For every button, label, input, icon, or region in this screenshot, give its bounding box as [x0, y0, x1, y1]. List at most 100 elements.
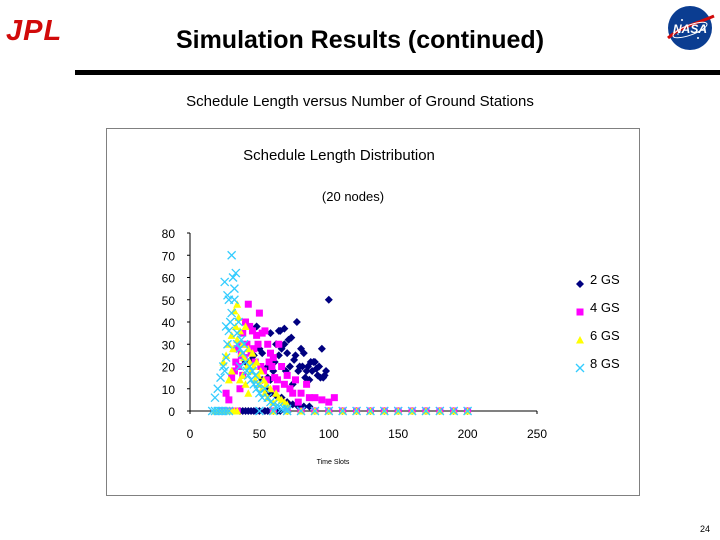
data-point [325, 398, 333, 406]
data-point [260, 367, 268, 375]
data-point [263, 393, 273, 403]
data-point [283, 349, 292, 358]
data-point [232, 339, 242, 349]
data-point [216, 373, 225, 383]
data-point [421, 406, 431, 416]
y-tick-label: 10 [162, 383, 176, 397]
data-point [246, 322, 254, 330]
data-point [264, 340, 272, 348]
data-point [220, 366, 230, 376]
data-point [322, 366, 331, 375]
y-tick-label: 30 [162, 338, 176, 352]
data-point [238, 348, 248, 358]
data-point [248, 366, 257, 376]
data-point [318, 396, 326, 404]
data-point [233, 300, 242, 308]
data-point [262, 376, 270, 384]
data-point [213, 384, 223, 394]
data-point [338, 406, 348, 416]
data-point [235, 362, 245, 371]
y-tick-label: 70 [162, 249, 176, 263]
slide-subtitle: Schedule Length versus Number of Ground … [186, 93, 534, 110]
x-tick-label: 150 [388, 427, 408, 441]
x-tick-label: 0 [187, 427, 194, 441]
nasa-logo: NASA [667, 6, 715, 50]
data-point [231, 268, 241, 278]
data-point [232, 358, 240, 366]
data-point [223, 339, 232, 349]
data-point [282, 404, 292, 414]
data-point [271, 402, 281, 412]
data-point [280, 380, 288, 388]
data-point [225, 396, 233, 404]
data-point [229, 295, 239, 305]
data-point [210, 393, 220, 403]
data-point [221, 321, 231, 331]
data-point [310, 406, 320, 416]
data-point [236, 340, 244, 348]
data-point [254, 388, 264, 398]
data-point [274, 351, 283, 360]
data-point [324, 406, 334, 416]
data-point [305, 394, 313, 402]
data-point [265, 358, 273, 366]
data-point [236, 385, 244, 393]
y-tick-label: 60 [162, 272, 176, 286]
data-point [238, 340, 247, 348]
data-point [258, 349, 267, 358]
data-point [299, 349, 308, 358]
data-point [224, 375, 233, 384]
data-point [224, 340, 233, 348]
legend-label: 2 GS [590, 272, 620, 287]
data-point [238, 371, 247, 379]
data-point [292, 318, 301, 326]
y-tick-label: 0 [168, 405, 175, 419]
data-point [249, 379, 259, 389]
data-point [280, 340, 289, 349]
data-point [232, 328, 242, 338]
data-point [231, 322, 240, 330]
data-point [227, 250, 237, 260]
data-point [407, 406, 417, 416]
data-point [268, 363, 276, 370]
data-point [254, 340, 262, 348]
data-point [221, 406, 231, 416]
data-point [221, 353, 231, 363]
data-point [235, 375, 244, 384]
legend-label: 4 GS [590, 300, 620, 315]
data-point [267, 349, 275, 357]
data-point [244, 389, 253, 397]
data-point [222, 389, 230, 397]
data-point [272, 389, 281, 397]
data-point [299, 402, 308, 411]
data-point [296, 406, 306, 416]
y-tick-label: 80 [162, 227, 176, 241]
data-point [393, 406, 403, 416]
data-point [228, 273, 238, 282]
y-tick-label: 20 [162, 361, 176, 375]
data-point [253, 379, 263, 389]
legend-marker [576, 308, 584, 316]
data-point [379, 406, 389, 416]
data-point [241, 380, 250, 388]
slide-title: Simulation Results (continued) [175, 26, 545, 54]
data-point [250, 370, 260, 380]
data-point [250, 345, 258, 353]
data-point [224, 326, 234, 336]
legend: 2 GS 4 GS 6 GS 8 GS [575, 272, 620, 373]
data-point [284, 335, 293, 344]
data-point [294, 398, 302, 406]
legend-marker [576, 280, 584, 288]
data-point [237, 349, 246, 357]
data-point [234, 317, 244, 327]
data-point [278, 363, 286, 370]
chart-area: Schedule Length Distribution (20 nodes) … [106, 128, 640, 496]
data-point [310, 358, 319, 367]
data-point [252, 358, 261, 366]
data-point [272, 385, 280, 393]
data-point [248, 349, 257, 357]
data-point [229, 344, 238, 353]
data-point [263, 407, 272, 415]
data-point [268, 406, 278, 416]
data-point [269, 354, 277, 362]
